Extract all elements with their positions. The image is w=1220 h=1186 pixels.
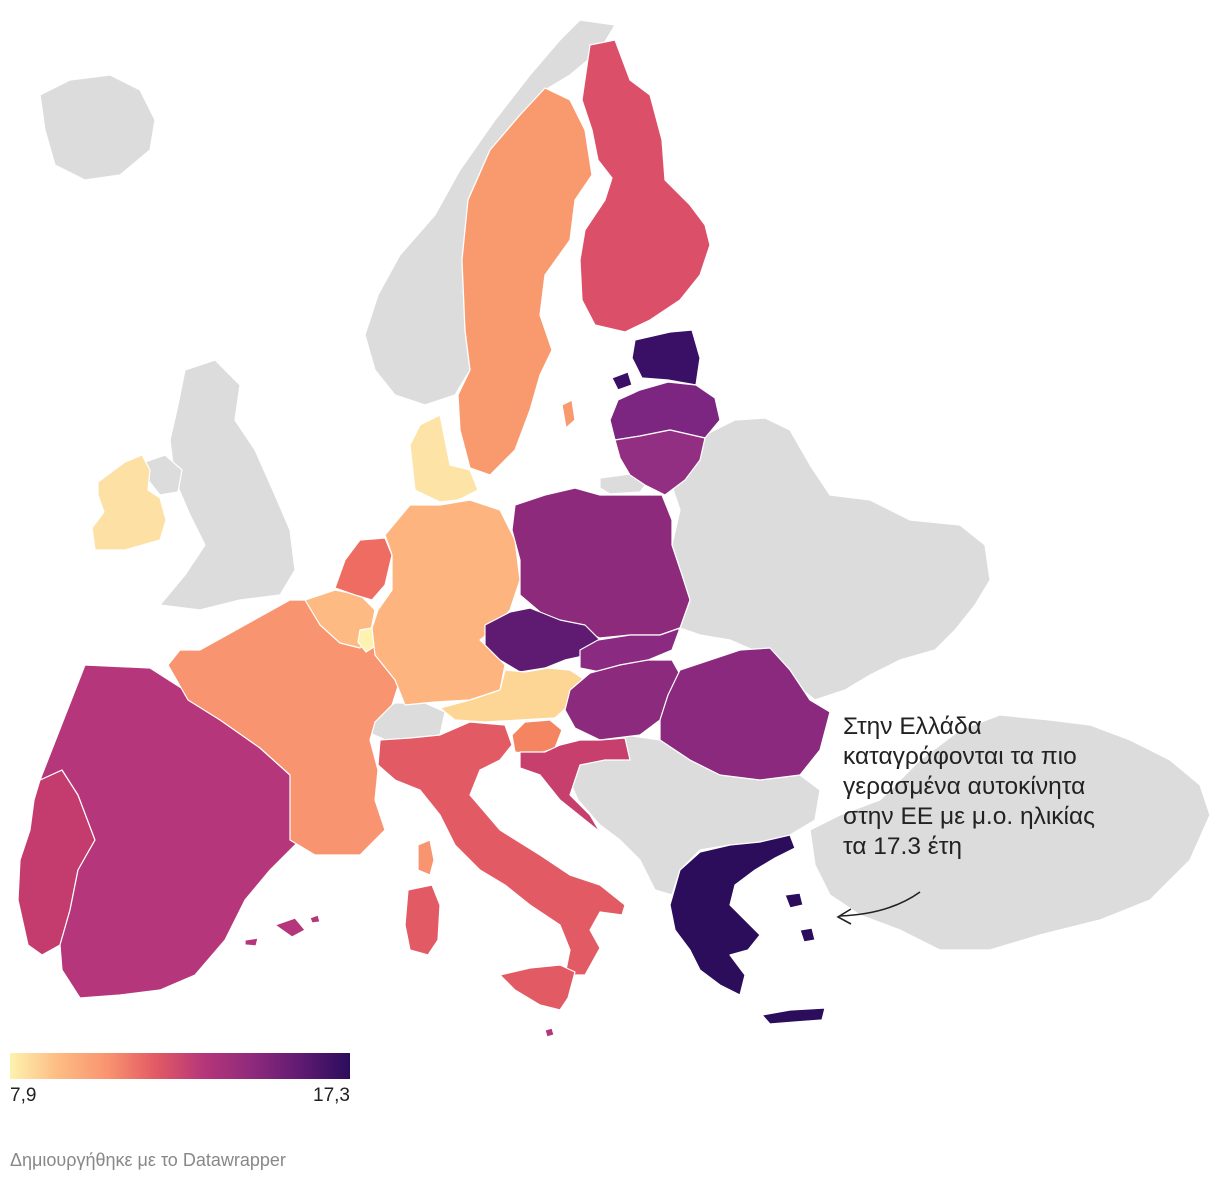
annotation-line-3: γερασμένα αυτοκίνητα: [843, 773, 1086, 800]
latvia: [609, 381, 721, 441]
annotation-line-5: τα 17.3 έτη: [843, 833, 963, 860]
denmark: [409, 414, 479, 503]
ireland: [91, 454, 167, 551]
netherlands: [334, 537, 393, 601]
turkey-no-data: [809, 714, 1211, 951]
legend-labels: 7,9 17,3: [10, 1085, 350, 1115]
gotland: [561, 399, 576, 429]
datawrapper-credit: Δημιουργήθηκε με το Datawrapper: [10, 1150, 286, 1170]
crete: [761, 1007, 826, 1025]
slovakia: [579, 627, 681, 673]
legend-max-label: 17,3: [313, 1085, 350, 1106]
malta: [544, 1027, 555, 1038]
annotation-line-4: στην ΕΕ με μ.ο. ηλικίας: [843, 803, 1095, 830]
legend-gradient-bar: [10, 1053, 350, 1079]
balearics: [244, 914, 321, 947]
annotation-line-2: καταγράφονται τα πιο: [843, 743, 1077, 770]
color-legend: 7,9 17,3: [10, 1053, 350, 1115]
sweden: [457, 87, 593, 476]
legend-min-label: 7,9: [10, 1085, 37, 1106]
italy: [377, 721, 626, 976]
iceland-no-data: [39, 74, 156, 181]
germany: [371, 499, 521, 706]
croatia: [519, 737, 631, 833]
sardinia: [404, 884, 441, 956]
romania: [659, 647, 831, 781]
annotation-line-1: Στην Ελλάδα: [843, 713, 982, 740]
country-layer: [17, 19, 1211, 1038]
sicily: [499, 964, 576, 1011]
greece: [669, 834, 816, 996]
finland: [579, 39, 711, 333]
annotation-arrowhead: [836, 908, 852, 925]
corsica: [417, 839, 435, 876]
poland: [511, 487, 691, 639]
lithuania: [614, 429, 706, 496]
norway-no-data: [364, 19, 616, 406]
uk-no-data: [159, 359, 296, 611]
annotation-arrow: [839, 891, 921, 917]
slovenia: [511, 719, 563, 756]
estonia: [631, 329, 701, 386]
austria: [439, 667, 586, 723]
saaremaa: [611, 371, 633, 391]
annotation-callout: Στην Ελλάδα καταγράφονται τα πιο γερασμέ…: [843, 712, 1203, 862]
